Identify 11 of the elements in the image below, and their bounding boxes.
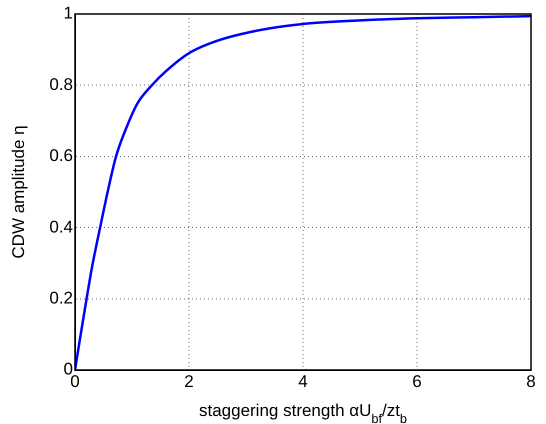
y-tick-label: 0.4 [49,217,73,236]
y-tick-label: 0.2 [49,288,73,308]
y-axis-title: CDW amplitude η [9,125,28,259]
x-tick-label: 6 [412,372,422,391]
y-tick-label: 1 [64,4,73,23]
y-tick-label: 0.8 [49,74,73,94]
line-series [75,14,531,370]
x-tick-label: 2 [184,372,194,391]
y-tick-label: 0.6 [49,146,73,166]
x-tick-label: 8 [526,372,536,391]
x-tick-label: 4 [298,372,308,391]
